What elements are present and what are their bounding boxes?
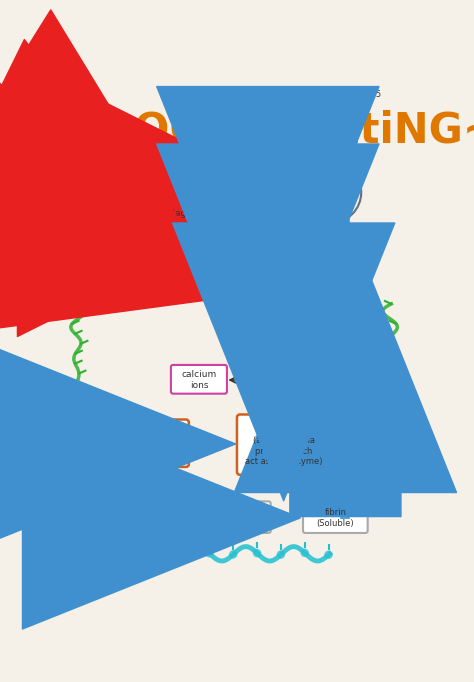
Circle shape: [116, 184, 134, 201]
Text: damaged
cells: damaged cells: [159, 239, 201, 258]
FancyBboxPatch shape: [100, 419, 189, 467]
Circle shape: [277, 551, 284, 558]
Circle shape: [182, 550, 189, 558]
Polygon shape: [134, 202, 138, 208]
Text: -CHAPTER 1.3- * FORM 5: -CHAPTER 1.3- * FORM 5: [278, 90, 381, 99]
FancyBboxPatch shape: [237, 415, 330, 475]
Text: BLOOD CLottiNG~: BLOOD CLottiNG~: [77, 109, 474, 151]
FancyBboxPatch shape: [89, 269, 165, 304]
FancyBboxPatch shape: [303, 501, 368, 533]
Text: vitamin
k: vitamin k: [265, 370, 300, 389]
Text: Collagen
fibre: Collagen fibre: [159, 209, 198, 228]
Circle shape: [306, 168, 356, 218]
Text: clotting
factors in
the plasma: clotting factors in the plasma: [104, 274, 151, 303]
Circle shape: [301, 549, 308, 557]
Circle shape: [158, 550, 165, 557]
FancyBboxPatch shape: [201, 501, 271, 533]
Circle shape: [110, 550, 118, 557]
Text: fibrin
(Soluble): fibrin (Soluble): [317, 508, 354, 528]
Circle shape: [217, 175, 246, 204]
Polygon shape: [116, 205, 120, 211]
Polygon shape: [124, 211, 128, 217]
Circle shape: [230, 551, 237, 558]
Ellipse shape: [220, 196, 232, 204]
Text: Form activators
knom known
as thromboplastins: Form activators knom known as thrombopla…: [221, 279, 315, 312]
Circle shape: [103, 173, 152, 222]
Text: phrotombin
(inactive plasma
protein): phrotombin (inactive plasma protein): [110, 429, 180, 459]
Text: fibrinogen
(soluble): fibrinogen (soluble): [214, 508, 257, 528]
Circle shape: [206, 550, 213, 557]
Circle shape: [254, 550, 261, 557]
Text: platelet
plugs: platelet plugs: [226, 205, 261, 225]
Ellipse shape: [232, 198, 245, 207]
FancyBboxPatch shape: [216, 263, 319, 325]
Circle shape: [221, 179, 237, 196]
Circle shape: [113, 180, 141, 209]
Text: calcium
ions: calcium ions: [181, 370, 217, 389]
Circle shape: [209, 170, 254, 215]
FancyBboxPatch shape: [254, 365, 310, 394]
Circle shape: [135, 550, 142, 557]
Circle shape: [318, 176, 345, 203]
Circle shape: [321, 179, 337, 196]
FancyBboxPatch shape: [171, 365, 227, 394]
Circle shape: [325, 551, 332, 559]
Text: clumped
platelets: clumped platelets: [159, 224, 198, 243]
Text: thrombin
(active plasma
protein which
act as an enzyme): thrombin (active plasma protein which ac…: [245, 426, 322, 466]
Text: fibrin: fibrin: [315, 219, 341, 229]
